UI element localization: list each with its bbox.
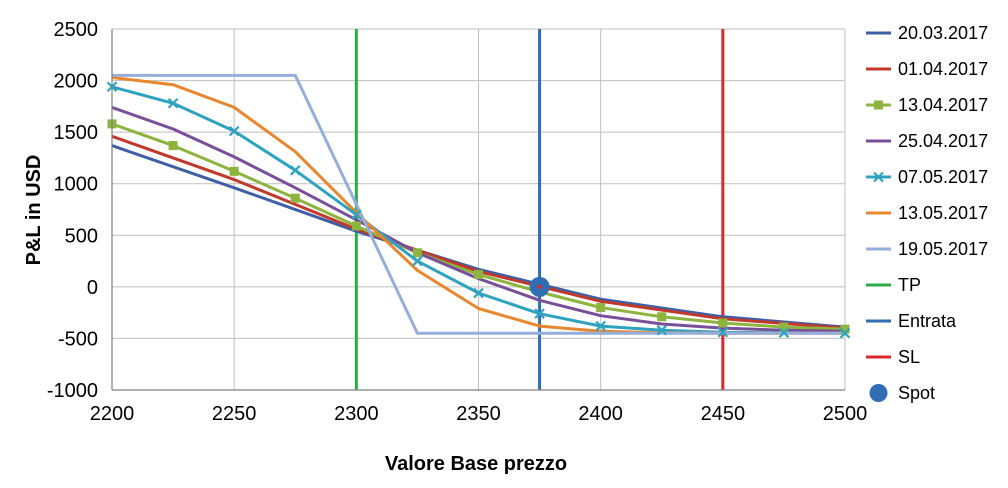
spot-center-dot bbox=[537, 284, 542, 290]
legend-label: 13.05.2017 bbox=[898, 203, 988, 223]
data-point-x bbox=[167, 97, 179, 109]
x-axis-title: Valore Base prezzo bbox=[385, 453, 567, 475]
data-point-x bbox=[839, 327, 851, 339]
x-tick-label: 2350 bbox=[456, 403, 501, 425]
legend-item: TP bbox=[866, 275, 921, 295]
x-tick-label: 2450 bbox=[701, 403, 746, 425]
legend-item: Entrata bbox=[866, 311, 957, 331]
y-tick-label: -1000 bbox=[47, 380, 98, 402]
legend-item: 13.04.2017 bbox=[866, 95, 988, 115]
legend-marker-square bbox=[874, 100, 883, 110]
y-tick-label: 1500 bbox=[54, 122, 99, 144]
legend-label: Entrata bbox=[898, 311, 957, 331]
legend-label: 25.04.2017 bbox=[898, 131, 988, 151]
legend-item: SL bbox=[866, 347, 920, 367]
legend-item: 19.05.2017 bbox=[866, 239, 988, 259]
legend-marker-x bbox=[873, 171, 884, 183]
legend-label: 01.04.2017 bbox=[898, 59, 988, 79]
spot-point-layer bbox=[529, 276, 550, 297]
data-point-square bbox=[229, 166, 239, 176]
data-point-square bbox=[718, 318, 728, 328]
legend-item: 20.03.2017 bbox=[866, 23, 988, 43]
data-point-x bbox=[473, 287, 484, 299]
legend-item: 13.05.2017 bbox=[866, 203, 988, 223]
series-line-20.03.2017 bbox=[111, 144, 846, 329]
data-point-square bbox=[290, 193, 300, 203]
y-tick-label: 0 bbox=[87, 277, 98, 299]
y-tick-label: 2000 bbox=[54, 71, 99, 93]
legend-item: Spot bbox=[869, 383, 935, 403]
y-tick-label: 500 bbox=[65, 225, 98, 247]
data-point-square bbox=[779, 322, 789, 332]
data-point-square bbox=[474, 269, 483, 279]
data-point-x bbox=[534, 308, 545, 319]
legend-label: 20.03.2017 bbox=[898, 23, 988, 43]
data-point-x bbox=[595, 320, 606, 332]
data-point-square bbox=[351, 221, 361, 231]
reference-lines bbox=[354, 29, 725, 390]
data-point-x bbox=[717, 326, 729, 338]
series-markers bbox=[106, 81, 851, 339]
data-point-x bbox=[289, 165, 301, 176]
legend-item: 01.04.2017 bbox=[866, 59, 988, 79]
data-point-square bbox=[596, 302, 606, 312]
data-point-square bbox=[657, 312, 667, 322]
grid bbox=[111, 28, 846, 391]
x-tick-label: 2500 bbox=[823, 403, 868, 425]
data-point-x bbox=[778, 327, 790, 339]
legend: 20.03.2017 01.04.2017 13.04.2017 25.04.2017… bbox=[866, 23, 988, 403]
data-point-square bbox=[412, 248, 422, 258]
x-tick-label: 2400 bbox=[578, 403, 623, 425]
y-tick-label: 2500 bbox=[54, 19, 99, 41]
legend-label: Spot bbox=[898, 383, 935, 403]
legend-item: 07.05.2017 bbox=[866, 167, 988, 187]
legend-label: TP bbox=[898, 275, 921, 295]
series-line-19.05.2017 bbox=[112, 73, 845, 335]
y-axis-title: P&L in USD bbox=[23, 155, 45, 266]
legend-label: 13.04.2017 bbox=[898, 95, 988, 115]
data-point-x bbox=[228, 125, 240, 137]
x-tick-label: 2250 bbox=[212, 403, 257, 425]
data-point-square bbox=[168, 141, 178, 151]
legend-label: 07.05.2017 bbox=[898, 167, 988, 187]
axes bbox=[111, 29, 845, 391]
data-point-x bbox=[412, 255, 423, 267]
x-tick-label: 2200 bbox=[90, 403, 135, 425]
legend-item: 25.04.2017 bbox=[866, 131, 988, 151]
legend-swatch-spot bbox=[869, 384, 888, 402]
y-tick-label: 1000 bbox=[54, 174, 99, 196]
data-point-square bbox=[840, 324, 850, 334]
y-tick-label: -500 bbox=[58, 328, 98, 350]
data-point-x bbox=[351, 209, 362, 220]
legend-label: SL bbox=[898, 347, 920, 367]
data-point-x bbox=[656, 324, 668, 336]
legend-label: 19.05.2017 bbox=[898, 239, 988, 259]
x-tick-label: 2300 bbox=[334, 403, 379, 425]
